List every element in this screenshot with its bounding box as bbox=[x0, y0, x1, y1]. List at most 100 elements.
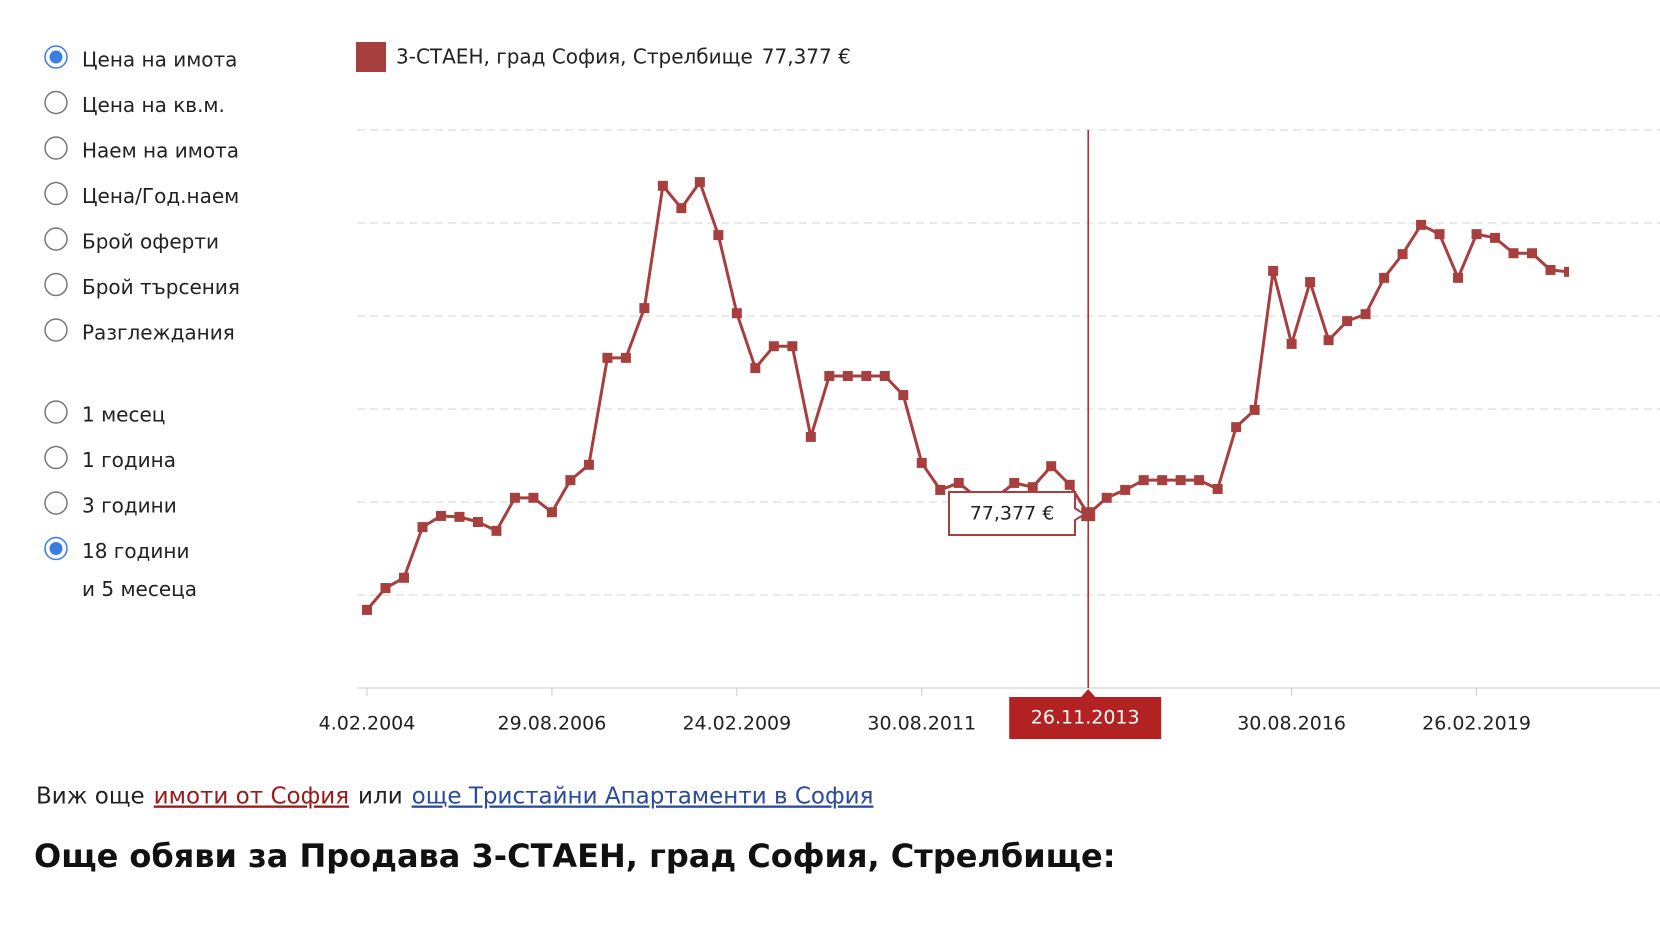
tooltip-text: 77,377 € bbox=[970, 503, 1055, 525]
marker bbox=[620, 352, 631, 363]
radio-option[interactable]: Цена на имота bbox=[44, 45, 237, 72]
marker bbox=[398, 572, 409, 583]
radio-dot bbox=[49, 50, 63, 64]
x-flag-label: 26.11.2013 bbox=[1031, 707, 1140, 729]
link[interactable]: още Тристайни Апартаменти в София bbox=[412, 784, 874, 810]
line bbox=[365, 180, 1569, 611]
radio-label: Цена на имота bbox=[82, 48, 237, 72]
x-tick-label: 24.02.2009 bbox=[682, 713, 791, 735]
marker bbox=[380, 583, 391, 594]
marker bbox=[1360, 309, 1371, 320]
marker bbox=[546, 507, 557, 518]
x-tick-label: 30.08.2011 bbox=[867, 713, 976, 735]
marker bbox=[1564, 266, 1569, 277]
legend-swatch bbox=[356, 42, 386, 72]
radio-option[interactable]: Цена/Год.наем bbox=[44, 181, 239, 209]
marker bbox=[1009, 477, 1020, 488]
radio bbox=[44, 318, 68, 342]
marker bbox=[898, 390, 909, 401]
marker bbox=[1101, 492, 1112, 503]
marker bbox=[1194, 475, 1205, 486]
radio-option[interactable]: 18 години и 5 месеца bbox=[44, 536, 197, 602]
marker bbox=[1046, 461, 1057, 472]
marker bbox=[509, 492, 520, 503]
marker bbox=[713, 230, 724, 241]
x-tick-label: 26.02.2019 bbox=[1422, 713, 1531, 735]
radio bbox=[44, 272, 68, 297]
marker bbox=[842, 370, 853, 381]
marker bbox=[1175, 475, 1186, 486]
footer-prefix: Виж още bbox=[36, 784, 145, 810]
marker bbox=[1268, 265, 1279, 276]
legend-value: 77,377 € bbox=[762, 45, 851, 69]
flag-pointer bbox=[1081, 689, 1096, 697]
radio bbox=[44, 181, 68, 206]
marker bbox=[935, 484, 946, 495]
radio-label: Брой търсения bbox=[82, 275, 240, 299]
x-tick-label: 30.08.2016 bbox=[1237, 713, 1346, 735]
radio-option[interactable]: 1 месец bbox=[44, 400, 165, 427]
radio bbox=[44, 400, 68, 424]
radio-option[interactable]: Брой търсения bbox=[44, 272, 240, 300]
marker bbox=[1490, 232, 1501, 243]
marker bbox=[1286, 338, 1297, 349]
marker bbox=[694, 177, 705, 188]
marker bbox=[472, 516, 483, 527]
marker bbox=[879, 370, 890, 381]
radio bbox=[44, 491, 68, 515]
radio-option[interactable]: Брой оферти bbox=[44, 227, 219, 254]
radio-option[interactable]: Цена на кв.м. bbox=[44, 90, 225, 118]
marker bbox=[1231, 422, 1242, 433]
marker bbox=[362, 604, 372, 615]
marker bbox=[1453, 272, 1464, 283]
marker bbox=[750, 363, 761, 374]
radio-option[interactable]: 1 година bbox=[44, 445, 176, 473]
radio-dot bbox=[49, 542, 63, 555]
marker bbox=[417, 522, 428, 533]
marker bbox=[953, 477, 964, 488]
marker bbox=[1212, 483, 1223, 494]
marker bbox=[1379, 272, 1390, 283]
marker bbox=[565, 475, 576, 486]
marker bbox=[1416, 219, 1427, 230]
x-flag bbox=[1009, 697, 1162, 739]
marker bbox=[676, 203, 687, 214]
marker bbox=[1305, 277, 1316, 288]
marker bbox=[1508, 248, 1519, 259]
marker bbox=[602, 352, 613, 363]
marker bbox=[1138, 475, 1149, 486]
marker bbox=[1471, 229, 1482, 240]
radio bbox=[44, 445, 68, 470]
heading: Още обяви за Продава 3-СТАЕН, град София… bbox=[34, 837, 1116, 875]
radio-option[interactable]: 3 години bbox=[44, 491, 177, 518]
radio-label: 18 години bbox=[82, 539, 189, 563]
radio bbox=[44, 136, 68, 160]
radio bbox=[44, 90, 68, 115]
marker bbox=[1027, 482, 1038, 493]
marker bbox=[1342, 316, 1353, 327]
marker bbox=[916, 457, 927, 468]
radio-label: Брой оферти bbox=[82, 230, 219, 254]
radio-label: Цена/Год.наем bbox=[82, 184, 239, 208]
marker bbox=[1120, 484, 1131, 495]
marker bbox=[787, 341, 798, 352]
marker bbox=[583, 459, 594, 470]
marker bbox=[528, 492, 539, 503]
marker bbox=[1064, 479, 1075, 490]
radio-option[interactable]: Наем на имота bbox=[44, 136, 239, 163]
radio-label: Разглеждания bbox=[82, 321, 235, 345]
marker bbox=[1157, 475, 1168, 486]
marker bbox=[861, 370, 872, 381]
marker bbox=[1527, 248, 1538, 259]
marker bbox=[1397, 249, 1408, 260]
radio-option[interactable]: Разглеждания bbox=[44, 318, 235, 345]
marker bbox=[639, 303, 650, 314]
series bbox=[362, 177, 1569, 615]
radio-label: 3 години bbox=[82, 494, 177, 518]
link[interactable]: имоти от София bbox=[154, 784, 349, 810]
marker bbox=[435, 510, 446, 521]
legend-label: 3-СТАЕН, град София, Стрелбище bbox=[396, 45, 753, 69]
radio-label: 1 месец bbox=[82, 403, 165, 427]
